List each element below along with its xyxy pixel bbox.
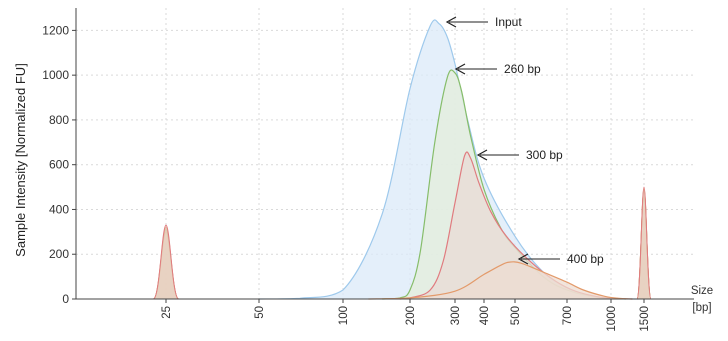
x-tick-label: 700 bbox=[562, 306, 574, 325]
marker-peak-1500 bbox=[636, 186, 652, 300]
series-line-3 bbox=[368, 261, 633, 300]
x-tick-label: 300 bbox=[450, 306, 462, 325]
x-tick-label: 400 bbox=[479, 306, 491, 325]
x-tick-label: 500 bbox=[510, 306, 522, 325]
x-axis-label-line1: Size bbox=[691, 285, 713, 297]
x-tick-labels: 25 50 100 200 300 400 500 700 1000 1500 bbox=[161, 299, 651, 332]
y-tick-label: 400 bbox=[49, 202, 69, 216]
x-tick-label: 100 bbox=[338, 306, 350, 325]
y-tick-label: 0 bbox=[62, 292, 69, 306]
series-area-3 bbox=[368, 261, 633, 299]
annotation-arrow-head bbox=[454, 63, 466, 75]
y-tick-label: 200 bbox=[49, 247, 69, 261]
annotation-arrow-head bbox=[517, 253, 529, 265]
y-tick-label: 600 bbox=[49, 158, 69, 172]
annotation-label: 400 bp bbox=[567, 252, 604, 266]
annotations: Input 260 bp 300 bp 400 bp bbox=[445, 15, 604, 266]
annotation-label: 260 bp bbox=[504, 62, 541, 76]
y-tick-label: 1000 bbox=[42, 68, 69, 82]
x-axis-label-line2: [bp] bbox=[692, 302, 711, 314]
marker-peak-25 bbox=[152, 224, 180, 300]
x-tick-label: 1000 bbox=[606, 306, 618, 332]
series-areas bbox=[258, 19, 639, 300]
x-tick-label: 200 bbox=[405, 306, 417, 325]
axes bbox=[75, 8, 694, 300]
y-tick-label: 800 bbox=[49, 113, 69, 127]
annotation-arrow-head bbox=[476, 149, 488, 161]
x-tick-label: 1500 bbox=[639, 306, 651, 332]
annotation-label: 300 bp bbox=[526, 148, 563, 162]
annotation-arrow-head bbox=[445, 16, 457, 28]
y-tick-labels: 0 200 400 600 800 1000 1200 bbox=[42, 23, 76, 306]
annotation-label: Input bbox=[495, 15, 522, 29]
series-area-1 bbox=[382, 69, 626, 299]
y-tick-label: 1200 bbox=[42, 23, 69, 37]
marker-peaks bbox=[152, 186, 652, 300]
x-tick-label: 25 bbox=[161, 306, 173, 319]
y-axis-label: Sample Intensity [Normalized FU] bbox=[13, 63, 28, 257]
x-tick-label: 50 bbox=[254, 306, 266, 319]
